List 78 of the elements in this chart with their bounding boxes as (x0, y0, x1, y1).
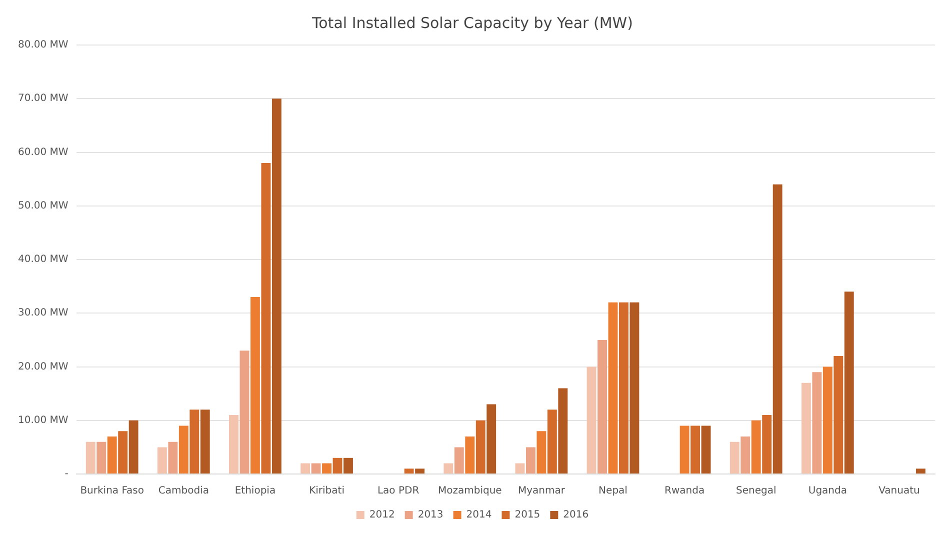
bar (178, 426, 188, 474)
y-tick-label: 40.00 MW (18, 254, 68, 266)
legend-label: 2015 (514, 510, 540, 521)
bar (801, 382, 811, 474)
bar (547, 410, 557, 474)
x-tick-label: Nepal (598, 486, 628, 497)
y-tick-label: 10.00 MW (18, 414, 68, 426)
x-tick-label: Myanmar (518, 486, 566, 497)
bar (844, 292, 854, 474)
x-tick-label: Burkina Faso (80, 486, 144, 497)
bar (812, 372, 822, 474)
bar (515, 463, 525, 474)
bar (822, 366, 832, 474)
bar (772, 184, 782, 474)
x-tick-label: Senegal (736, 486, 776, 497)
bar (630, 302, 640, 474)
bar (415, 468, 425, 474)
bar (465, 436, 475, 474)
bar (834, 356, 844, 474)
bar (751, 420, 761, 474)
legend-label: 2014 (466, 510, 492, 521)
bar (300, 463, 310, 474)
bar (680, 426, 690, 474)
bar (240, 350, 250, 474)
bar (261, 162, 271, 474)
bar (200, 410, 210, 474)
bar (157, 447, 167, 474)
bar (558, 388, 568, 474)
bar (229, 415, 238, 474)
x-tick-label: Lao PDR (377, 486, 420, 497)
bar (404, 468, 414, 474)
bar (332, 458, 342, 474)
x-tick-label: Uganda (808, 486, 847, 497)
y-tick-label: 20.00 MW (18, 361, 68, 372)
bar (586, 366, 596, 474)
x-tick-label: Cambodia (158, 486, 209, 497)
bar (486, 404, 496, 474)
legend-label: 2012 (369, 510, 395, 521)
x-tick-label: Mozambique (438, 486, 502, 497)
bar (311, 463, 321, 474)
legend-label: 2016 (563, 510, 589, 521)
bar (168, 442, 178, 474)
bar (344, 458, 353, 474)
bar (526, 447, 536, 474)
bar (444, 463, 454, 474)
bar (128, 420, 138, 474)
x-tick-label: Kiribati (309, 486, 344, 497)
x-tick-label: Vanuatu (878, 486, 920, 497)
y-tick-label: 60.00 MW (18, 146, 68, 158)
bar (598, 340, 607, 474)
bar (272, 98, 282, 474)
chart-title: Total Installed Solar Capacity by Year (MW) (311, 14, 633, 32)
bar (608, 302, 618, 474)
bar (322, 463, 332, 474)
bar (118, 431, 128, 474)
legend-label: 2013 (418, 510, 444, 521)
bar (250, 297, 260, 474)
bar (690, 426, 700, 474)
y-tick-label: 50.00 MW (18, 200, 68, 212)
y-tick-label: 80.00 MW (18, 40, 68, 51)
bar (96, 442, 106, 474)
bar (86, 442, 96, 474)
bar (190, 410, 200, 474)
bar (762, 415, 772, 474)
x-tick-label: Rwanda (664, 486, 705, 497)
y-tick-label: 30.00 MW (18, 308, 68, 319)
bar (740, 436, 750, 474)
bar (619, 302, 628, 474)
y-tick-label: 70.00 MW (18, 93, 68, 104)
bar (701, 426, 711, 474)
bar (476, 420, 486, 474)
bar (730, 442, 740, 474)
x-tick-label: Ethiopia (234, 486, 276, 497)
bar (916, 468, 926, 474)
y-tick-label: - (64, 468, 69, 480)
bar (454, 447, 464, 474)
bar (107, 436, 117, 474)
bar (536, 431, 546, 474)
